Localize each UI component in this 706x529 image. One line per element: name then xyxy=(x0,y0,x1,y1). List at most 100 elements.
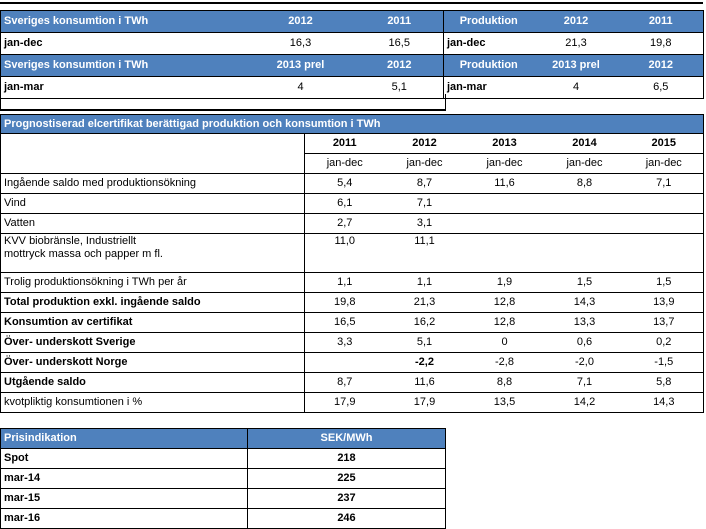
year-header: 2012 xyxy=(533,10,619,33)
period-header: jan-dec xyxy=(304,153,385,174)
value-cell: 5,4 xyxy=(304,173,385,194)
value-cell: 5,8 xyxy=(624,372,704,393)
value-cell: 17,9 xyxy=(384,392,465,413)
row-kvotpliktig-konsumtion: kvotpliktig konsumtionen i % 17,9 17,9 1… xyxy=(0,392,704,413)
price-row-label: mar-16 xyxy=(0,508,248,529)
value-cell: 7,1 xyxy=(624,173,704,194)
value-cell xyxy=(624,213,704,234)
row-label: Trolig produktionsökning i TWh per år xyxy=(0,272,305,293)
year-header: 2015 xyxy=(624,133,704,154)
forecast-years-row: 2011 2012 2013 2014 2015 xyxy=(0,133,704,174)
value-cell: 21,3 xyxy=(384,292,465,313)
value-cell: 11,0 xyxy=(304,233,385,273)
consumption-production-table: Sveriges konsumtion i TWh 2012 2011 Prod… xyxy=(0,10,704,99)
year-header: 2011 xyxy=(304,133,385,154)
row-over-underskott-sverige: Över- underskott Sverige 3,3 5,1 0 0,6 0… xyxy=(0,332,704,353)
value-cell xyxy=(544,193,625,214)
value-cell: 5,1 xyxy=(355,76,444,99)
period-label: jan-mar xyxy=(443,76,534,99)
row-vatten: Vatten 2,7 3,1 xyxy=(0,213,704,234)
price-row-mar-15: mar-15 237 xyxy=(0,488,446,509)
value-cell: 8,8 xyxy=(464,372,545,393)
value-cell: 13,5 xyxy=(464,392,545,413)
row-label: Total produktion exkl. ingående saldo xyxy=(0,292,305,313)
value-cell: 21,3 xyxy=(533,32,619,55)
value-cell: 14,3 xyxy=(544,292,625,313)
row-trolig-produktionsokning: Trolig produktionsökning i TWh per år 1,… xyxy=(0,272,704,293)
value-cell: 16,5 xyxy=(355,32,444,55)
value-cell: 8,7 xyxy=(384,173,465,194)
price-value: 237 xyxy=(247,488,446,509)
forecast-banner-row: Prognostiserad elcertifikat berättigad p… xyxy=(0,114,704,134)
value-cell: 7,1 xyxy=(384,193,465,214)
value-cell xyxy=(544,233,625,273)
jan-dec-data-row: jan-dec 16,3 16,5 jan-dec 21,3 19,8 xyxy=(0,32,704,55)
year-header: 2012 xyxy=(384,133,465,154)
value-cell: 13,7 xyxy=(624,312,704,333)
top-rule-line xyxy=(0,2,703,4)
year-header: 2013 prel xyxy=(245,54,356,77)
value-cell: 8,7 xyxy=(304,372,385,393)
value-cell: 13,9 xyxy=(624,292,704,313)
value-cell: 19,8 xyxy=(304,292,385,313)
value-cell: 16,5 xyxy=(304,312,385,333)
row-konsumtion-certifikat: Konsumtion av certifikat 16,5 16,2 12,8 … xyxy=(0,312,704,333)
price-row-spot: Spot 218 xyxy=(0,448,446,469)
production-title: Produktion xyxy=(443,54,534,77)
price-row-label: mar-14 xyxy=(0,468,248,489)
period-label: jan-dec xyxy=(0,32,246,55)
period-header: jan-dec xyxy=(624,153,704,174)
year-header: 2012 xyxy=(618,54,704,77)
consumption-header-row-2013: Sveriges konsumtion i TWh 2013 prel 2012… xyxy=(0,54,704,77)
value-cell: 13,3 xyxy=(544,312,625,333)
row-label: Konsumtion av certifikat xyxy=(0,312,305,333)
value-cell xyxy=(464,193,545,214)
value-cell: 1,9 xyxy=(464,272,545,293)
row-label: kvotpliktig konsumtionen i % xyxy=(0,392,305,413)
price-indication-table: Prisindikation SEK/MWh Spot 218 mar-14 2… xyxy=(0,428,446,529)
value-cell: 2,7 xyxy=(304,213,385,234)
row-kvv-biobransle: KVV biobränsle, Industriellt mottryck ma… xyxy=(0,233,704,273)
value-cell: 1,5 xyxy=(544,272,625,293)
forecast-table: Prognostiserad elcertifikat berättigad p… xyxy=(0,114,705,413)
price-header-row: Prisindikation SEK/MWh xyxy=(0,428,446,449)
row-total-produktion: Total produktion exkl. ingående saldo 19… xyxy=(0,292,704,313)
value-cell: 6,5 xyxy=(618,76,704,99)
value-cell xyxy=(464,233,545,273)
row-label: Vatten xyxy=(0,213,305,234)
price-row-label: mar-15 xyxy=(0,488,248,509)
value-cell: 11,1 xyxy=(384,233,465,273)
row-label: Över- underskott Sverige xyxy=(0,332,305,353)
row-label: Utgående saldo xyxy=(0,372,305,393)
value-cell: 17,9 xyxy=(304,392,385,413)
value-cell: 3,3 xyxy=(304,332,385,353)
value-cell xyxy=(624,233,704,273)
value-cell: 14,2 xyxy=(544,392,625,413)
value-cell: 1,5 xyxy=(624,272,704,293)
price-row-mar-16: mar-16 246 xyxy=(0,508,446,529)
value-cell: 7,1 xyxy=(544,372,625,393)
row-over-underskott-norge: Över- underskott Norge -2,2 -2,8 -2,0 -1… xyxy=(0,352,704,373)
forecast-periods-row: jan-dec jan-dec jan-dec jan-dec jan-dec xyxy=(1,153,704,174)
value-cell: 1,1 xyxy=(384,272,465,293)
price-unit-header: SEK/MWh xyxy=(247,428,446,449)
value-cell: 16,2 xyxy=(384,312,465,333)
row-ingaende-saldo: Ingående saldo med produktionsökning 5,4… xyxy=(0,173,704,194)
value-cell: 5,1 xyxy=(384,332,465,353)
period-header: jan-dec xyxy=(464,153,545,174)
value-cell: 14,3 xyxy=(624,392,704,413)
jan-mar-data-row: jan-mar 4 5,1 jan-mar 4 6,5 xyxy=(0,76,704,99)
empty-row-stub xyxy=(0,94,446,111)
value-cell xyxy=(624,193,704,214)
forecast-title: Prognostiserad elcertifikat berättigad p… xyxy=(0,114,704,134)
consumption-title: Sveriges konsumtion i TWh xyxy=(0,54,246,77)
value-cell: -2,2 xyxy=(384,352,465,373)
value-cell xyxy=(464,213,545,234)
row-label: KVV biobränsle, Industriellt mottryck ma… xyxy=(0,233,305,273)
value-cell: 6,1 xyxy=(304,193,385,214)
price-table-title: Prisindikation xyxy=(0,428,248,449)
row-utgaende-saldo: Utgående saldo 8,7 11,6 8,8 7,1 5,8 xyxy=(0,372,704,393)
value-cell: 12,8 xyxy=(464,292,545,313)
